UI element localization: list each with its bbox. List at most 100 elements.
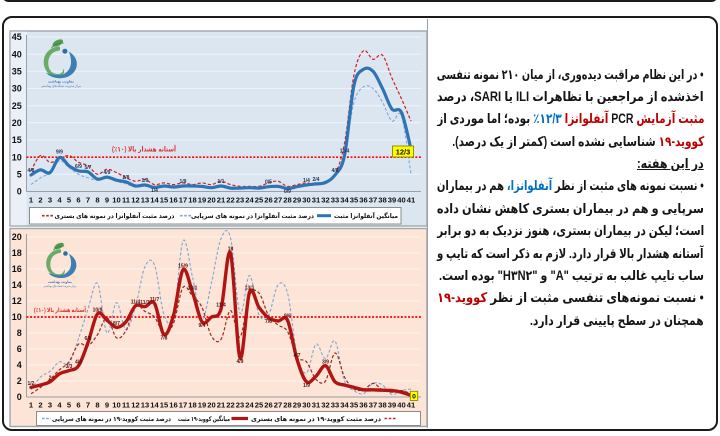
svg-text:4/3: 4/3 [75,359,82,365]
svg-text:38: 38 [378,196,386,205]
svg-text:15: 15 [160,196,169,205]
svg-text:معاونت بهداشت: معاونت بهداشت [48,80,74,84]
svg-text:13/1: 13/1 [245,286,255,292]
svg-text:0/9: 0/9 [284,189,291,195]
svg-text:1/1: 1/1 [218,179,225,185]
svg-text:4/8: 4/8 [332,168,339,174]
svg-text:18: 18 [188,196,196,205]
svg-text:درصد مثبت آنفلوانزا در نمونه ه: درصد مثبت آنفلوانزا در نمونه های بستری [55,211,176,220]
svg-text:0: 0 [412,393,416,400]
svg-text:20: 20 [12,232,22,242]
svg-text:22: 22 [226,401,234,410]
svg-text:12/3: 12/3 [396,147,410,156]
svg-text:29: 29 [293,196,301,205]
svg-text:5: 5 [67,401,72,410]
svg-text:9: 9 [105,401,109,410]
svg-text:40: 40 [397,401,405,410]
svg-text:21: 21 [217,401,226,410]
svg-text:6/8: 6/8 [85,336,92,342]
svg-text:5/7: 5/7 [85,165,92,171]
svg-text:35: 35 [350,196,359,205]
svg-text:27: 27 [274,196,282,205]
svg-text:11/4: 11/4 [131,299,141,305]
svg-text:37: 37 [369,196,377,205]
svg-text:36: 36 [359,196,367,205]
svg-text:26: 26 [264,401,272,410]
svg-text:19: 19 [198,196,206,205]
svg-text:4/9: 4/9 [104,170,111,176]
svg-text:13: 13 [141,196,149,205]
svg-text:8: 8 [95,196,99,205]
svg-text:35: 35 [350,401,359,410]
svg-text:11/4: 11/4 [216,303,226,309]
svg-text:میانگین آنفلوانزا مثبت: میانگین آنفلوانزا مثبت [334,211,398,220]
svg-text:16: 16 [169,196,177,205]
svg-text:11/3: 11/3 [140,300,150,306]
svg-text:2: 2 [49,375,52,381]
svg-text:39: 39 [388,196,396,205]
svg-text:23: 23 [236,196,244,205]
svg-text:38: 38 [378,401,386,410]
svg-text:40: 40 [397,196,405,205]
svg-text:3: 3 [48,401,52,410]
svg-text:10: 10 [12,152,22,162]
svg-text:40: 40 [12,49,22,59]
svg-text:12: 12 [12,296,22,306]
svg-text:6: 6 [17,344,22,354]
svg-text:مرکز مدیریت شبکه های بهداشتی: مرکز مدیریت شبکه های بهداشتی [41,84,81,88]
svg-text:آستانه هشدار بالا (۱۰٪): آستانه هشدار بالا (۱۰٪) [112,145,176,154]
svg-text:22: 22 [226,196,234,205]
svg-text:درصد مثبت کووید-۱۹ در نمونه ها: درصد مثبت کووید-۱۹ در نمونه های بستری [251,416,382,423]
svg-text:4: 4 [57,196,62,205]
svg-text:0: 0 [17,392,22,402]
svg-text:12: 12 [131,196,139,205]
svg-text:9/6: 9/6 [284,314,291,320]
svg-text:11: 11 [122,401,131,410]
svg-text:3: 3 [48,196,52,205]
svg-text:4: 4 [57,401,62,410]
svg-text:32: 32 [321,401,329,410]
svg-text:4/8: 4/8 [28,168,35,174]
svg-text:18: 18 [188,401,196,410]
svg-text:36: 36 [359,401,367,410]
svg-text:1/4: 1/4 [151,188,158,194]
svg-text:6: 6 [76,196,80,205]
svg-text:1: 1 [29,196,34,205]
svg-text:1/9: 1/9 [180,179,187,185]
svg-text:14: 14 [12,280,22,290]
svg-text:17: 17 [179,401,187,410]
svg-text:33: 33 [331,401,339,410]
svg-text:7: 7 [86,196,90,205]
svg-text:16: 16 [12,264,22,274]
svg-text:29: 29 [293,401,301,410]
svg-text:9/9: 9/9 [56,150,63,156]
svg-text:4: 4 [17,360,22,370]
svg-text:درصد مثبت کووید-۱۹ در نمونه ها: درصد مثبت کووید-۱۹ در نمونه های سرپایی [52,416,172,423]
svg-text:28: 28 [283,401,291,410]
svg-text:8: 8 [95,401,99,410]
svg-text:1/2: 1/2 [28,381,35,387]
svg-text:16: 16 [169,401,177,410]
svg-text:27: 27 [274,401,282,410]
svg-text:17: 17 [179,196,187,205]
svg-text:12: 12 [131,401,139,410]
svg-text:1/9: 1/9 [303,383,310,389]
svg-text:28: 28 [283,196,291,205]
svg-text:34: 34 [340,401,349,410]
svg-text:15/9: 15/9 [178,263,188,269]
svg-text:10: 10 [112,196,120,205]
svg-text:25: 25 [12,101,22,111]
svg-text:45: 45 [12,32,22,42]
svg-text:25: 25 [255,401,264,410]
svg-text:3/3: 3/3 [66,364,73,370]
svg-text:33: 33 [331,196,339,205]
svg-text:31: 31 [312,196,321,205]
svg-text:10: 10 [112,401,120,410]
svg-text:10/9: 10/9 [93,307,103,313]
svg-text:3/9: 3/9 [322,359,329,365]
svg-text:7/8: 7/8 [161,336,168,342]
svg-text:2/8: 2/8 [123,175,130,181]
svg-text:11: 11 [122,196,131,205]
svg-text:6: 6 [76,401,80,410]
svg-text:درصد مثبت آنفلوانزا در نمونه ه: درصد مثبت آنفلوانزا در نمونه های سرپایی [191,211,315,220]
